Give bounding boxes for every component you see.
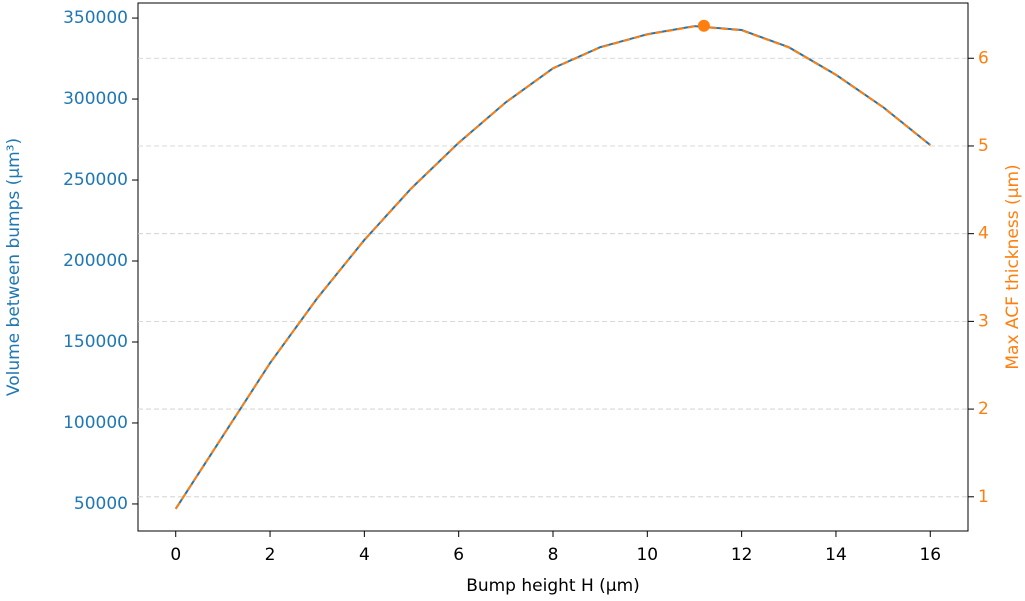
x-tick-label: 14 <box>825 545 847 565</box>
series-line <box>174 25 931 510</box>
y2-tick-label: 1 <box>978 487 989 507</box>
peak-marker <box>697 19 710 32</box>
y2-tick-label: 6 <box>978 48 989 68</box>
x-tick-label: 8 <box>548 545 559 565</box>
plot-frame <box>137 2 969 532</box>
x-tick-label: 0 <box>170 545 181 565</box>
y-tick-label: 150000 <box>63 332 128 352</box>
x-tick-label: 10 <box>636 545 658 565</box>
y-tick-label: 250000 <box>63 170 128 190</box>
y-tick-label: 50000 <box>74 494 128 514</box>
x-tick-label: 12 <box>731 545 753 565</box>
x-tick-label: 16 <box>919 545 941 565</box>
y2-tick-label: 2 <box>978 399 989 419</box>
x-tick-label: 6 <box>453 545 464 565</box>
x-tick-label: 2 <box>265 545 276 565</box>
y-tick-label: 200000 <box>63 251 128 271</box>
series-line <box>174 25 931 510</box>
y2-tick-label: 4 <box>978 224 989 244</box>
y2-tick-label: 5 <box>978 136 989 156</box>
y-tick-label: 300000 <box>63 89 128 109</box>
y-tick-label: 350000 <box>63 8 128 28</box>
x-axis-label: Bump height H (µm) <box>466 576 640 596</box>
x-tick-label: 4 <box>359 545 370 565</box>
y-axis-label: Volume between bumps (µm³) <box>4 138 24 396</box>
y-tick-label: 100000 <box>63 413 128 433</box>
y2-axis-label: Max ACF thickness (µm) <box>1003 164 1023 369</box>
y2-tick-label: 3 <box>978 311 989 331</box>
